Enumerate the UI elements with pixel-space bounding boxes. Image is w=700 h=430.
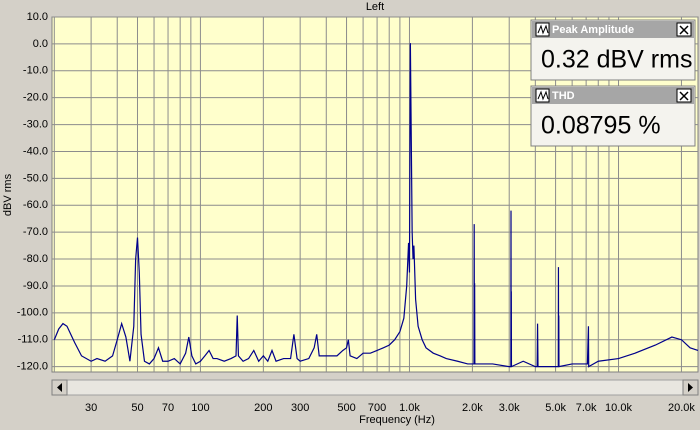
y-tick-label: -70.0 (23, 226, 48, 238)
y-tick-label: -120.0 (17, 361, 48, 373)
y-tick-label: 10.0 (27, 11, 48, 23)
panel-value: 0.08795 % (541, 112, 661, 140)
close-icon (679, 25, 689, 35)
y-tick-label: -10.0 (23, 65, 48, 77)
panel-titlebar (532, 87, 694, 104)
grid (52, 16, 698, 372)
x-tick-label: 70 (162, 402, 174, 414)
x-tick-label: 5.0k (545, 402, 566, 414)
y-tick-label: -40.0 (23, 145, 48, 157)
y-tick-label: -20.0 (23, 92, 48, 104)
y-axis-label: dBV rms (2, 173, 14, 216)
y-tick-label: -100.0 (17, 307, 48, 319)
chart-title: Left (366, 1, 384, 13)
scroll-track[interactable] (51, 379, 699, 396)
y-tick-label: -80.0 (23, 253, 48, 265)
close-icon (679, 91, 689, 101)
panel-title: THD (552, 90, 575, 102)
x-tick-label: 200 (254, 402, 272, 414)
x-tick-label: 3.0k (499, 402, 520, 414)
readout-panel: Peak Amplitude 0.32 dBV rms (530, 19, 696, 81)
y-tick-label: -30.0 (23, 118, 48, 130)
y-tick-label: -110.0 (18, 334, 48, 346)
x-tick-label: 10.0k (605, 402, 632, 414)
x-tick-label: 2.0k (462, 402, 483, 414)
y-tick-label: 0.0 (33, 38, 48, 50)
y-tick-label: -60.0 (23, 199, 48, 211)
readout-panels: Peak Amplitude 0.32 dBV rms THD 0.08795 % (530, 19, 696, 147)
x-tick-label: 500 (337, 402, 355, 414)
readout-panel: THD 0.08795 % (530, 85, 696, 147)
arrow-icon (688, 383, 693, 392)
x-tick-label: 50 (131, 402, 143, 414)
panel-title: Peak Amplitude (552, 24, 634, 36)
arrow-icon (57, 383, 62, 392)
panel-icon-wave (537, 90, 549, 101)
x-tick-label: 7.0k (576, 402, 597, 414)
x-tick-label: 1.0k (399, 402, 420, 414)
x-tick-label: 30 (85, 402, 97, 414)
plot (53, 43, 699, 368)
panel-titlebar (532, 21, 694, 38)
y-tick-label: -50.0 (23, 172, 48, 184)
x-tick-label: 300 (291, 402, 309, 414)
scrollbar[interactable] (51, 379, 699, 396)
x-tick-label: 100 (191, 402, 209, 414)
x-tick-label: 20.0k (668, 402, 695, 414)
spectrum-line (53, 43, 699, 368)
x-tick-label: 700 (368, 402, 386, 414)
y-tick-label: -90.0 (23, 280, 48, 292)
panel-icon-wave (537, 24, 549, 35)
x-axis-label: Frequency (Hz) (359, 414, 435, 426)
panel-value: 0.32 dBV rms (541, 46, 692, 74)
